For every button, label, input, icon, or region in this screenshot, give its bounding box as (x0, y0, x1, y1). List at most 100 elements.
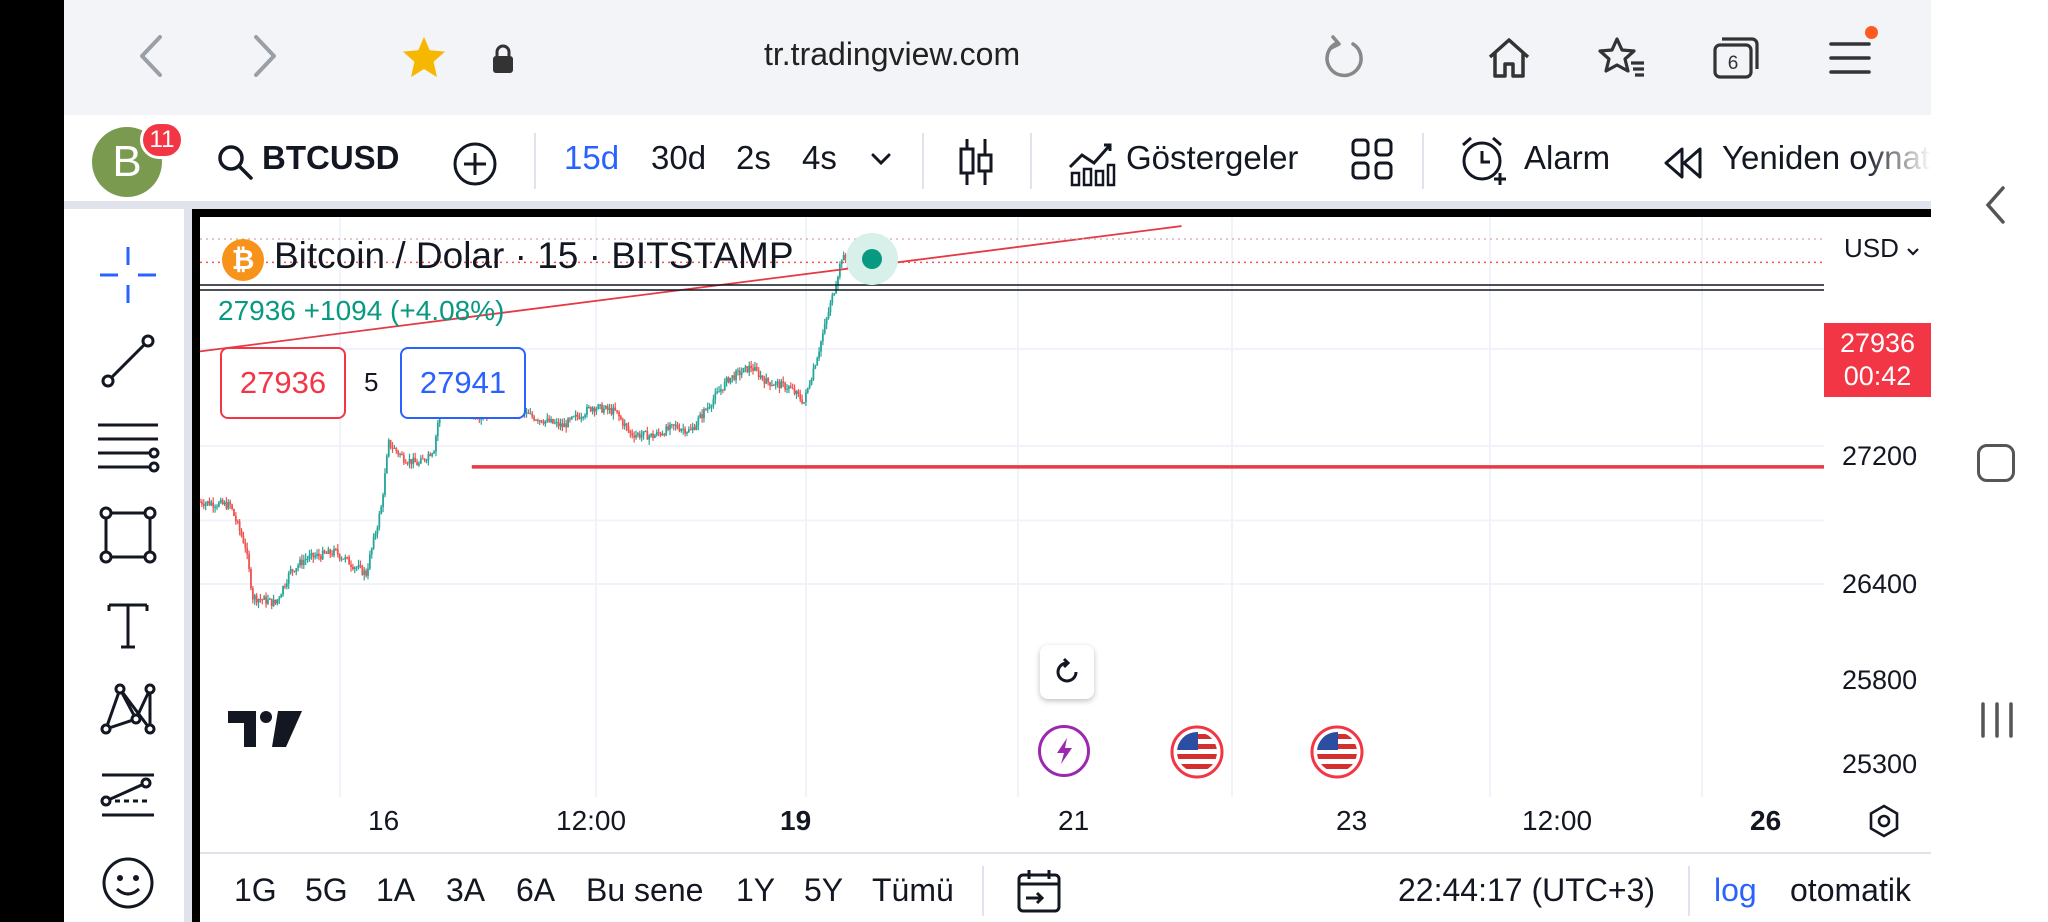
calendar-icon[interactable] (1016, 868, 1062, 919)
replay-icon[interactable] (1662, 145, 1704, 186)
candle-body (765, 377, 768, 384)
chart-title[interactable]: Bitcoin / Dolar · 15 · BITSTAMP (274, 235, 794, 276)
candle-body (276, 599, 279, 604)
reload-icon[interactable] (1318, 32, 1370, 84)
candle-body (291, 569, 294, 571)
candle-body (616, 410, 619, 413)
back-icon[interactable] (1983, 184, 2009, 231)
chart-pane[interactable]: ₿ Bitcoin / Dolar · 15 · BITSTAMP 27936 … (200, 217, 1931, 852)
reset-chart-icon[interactable] (1040, 645, 1094, 699)
candle-body (708, 407, 711, 409)
range-5g[interactable]: 5G (305, 872, 348, 908)
forward-icon[interactable] (240, 28, 290, 84)
fib-icon[interactable] (94, 415, 162, 483)
alarm-button[interactable]: Alarm (1524, 139, 1611, 176)
candle-body (282, 586, 284, 595)
rectangle-icon[interactable] (94, 501, 162, 569)
alarm-clock-icon[interactable] (1458, 135, 1510, 192)
indicators-icon[interactable] (1066, 137, 1116, 192)
interval-4s[interactable]: 4s (802, 139, 837, 176)
bookmarks-icon[interactable] (1594, 30, 1650, 86)
range-ytd[interactable]: Bu sene (586, 872, 704, 908)
candle-body (425, 460, 428, 462)
candle-body (657, 432, 660, 434)
home-button[interactable] (1977, 444, 2015, 482)
candle-body (408, 459, 411, 464)
crosshair-icon[interactable] (94, 241, 162, 309)
candle-body (578, 416, 581, 419)
pattern-icon[interactable] (94, 675, 162, 743)
interval-15d[interactable]: 15d (564, 139, 620, 176)
range-5y[interactable]: 5Y (804, 872, 844, 908)
log-scale-toggle[interactable]: log (1714, 872, 1757, 908)
indicators-button[interactable]: Göstergeler (1126, 139, 1299, 176)
chevron-down-icon[interactable] (870, 151, 892, 172)
range-1y[interactable]: 1Y (736, 872, 776, 908)
star-icon[interactable] (400, 34, 448, 80)
tradingview-logo-icon[interactable] (228, 709, 302, 754)
symbol-search[interactable]: BTCUSD (262, 139, 400, 176)
candle-body (427, 454, 430, 461)
candle-body (423, 458, 426, 461)
candle-body (340, 558, 343, 560)
market-status-indicator[interactable] (846, 233, 898, 285)
candle-body (682, 428, 685, 430)
range-1g[interactable]: 1G (234, 872, 277, 908)
emoji-icon[interactable] (94, 849, 162, 917)
url-bar[interactable]: tr.tradingview.com (764, 36, 1021, 72)
price-chart[interactable] (200, 217, 1931, 852)
add-symbol-icon[interactable] (452, 141, 498, 192)
interval-2s[interactable]: 2s (736, 139, 771, 176)
avatar[interactable]: B (92, 127, 162, 197)
buy-button[interactable]: 27941 (400, 347, 526, 419)
sell-button[interactable]: 27936 (220, 347, 346, 419)
candle-body (267, 599, 269, 604)
candle-body (385, 456, 388, 474)
layout-icon[interactable] (1350, 137, 1394, 186)
home-icon[interactable] (1482, 30, 1536, 86)
us-flag-icon[interactable] (1310, 725, 1364, 779)
trendline-icon[interactable] (94, 327, 162, 395)
candle-body (429, 454, 432, 456)
search-icon[interactable] (216, 143, 254, 186)
tabs-icon[interactable]: 6 (1708, 30, 1764, 86)
candle-body (669, 424, 671, 430)
range-6a[interactable]: 6A (516, 872, 556, 908)
flash-event-icon[interactable] (1038, 725, 1090, 777)
candle-body (435, 436, 437, 452)
settings-icon[interactable] (1866, 803, 1902, 844)
auto-scale-toggle[interactable]: otomatik (1790, 872, 1911, 908)
prediction-icon[interactable] (94, 761, 162, 829)
candle-body (610, 408, 613, 415)
candle-body (572, 416, 575, 418)
menu-icon[interactable] (1824, 26, 1878, 86)
candle-body (737, 370, 739, 372)
candle-body (391, 447, 394, 449)
range-3a[interactable]: 3A (446, 872, 486, 908)
candle-body (686, 432, 688, 434)
candle-body (548, 418, 551, 422)
candle-body (659, 433, 662, 436)
currency-selector[interactable]: USD (1844, 233, 1920, 264)
candle-body (278, 597, 281, 600)
us-flag-icon[interactable] (1170, 725, 1224, 779)
range-1a[interactable]: 1A (376, 872, 416, 908)
candle-body (244, 543, 247, 548)
clock[interactable]: 22:44:17 (UTC+3) (1398, 872, 1656, 908)
candle-body (219, 500, 222, 503)
candle-body (570, 416, 573, 419)
candle-body (638, 433, 641, 438)
candles-icon[interactable] (956, 135, 996, 194)
candle-body (302, 560, 305, 566)
candle-body (587, 406, 590, 408)
candle-body (631, 433, 634, 436)
back-icon[interactable] (126, 28, 176, 84)
recent-apps-icon[interactable] (1979, 700, 2015, 745)
range-all[interactable]: Tümü (872, 872, 954, 908)
interval-30d[interactable]: 30d (651, 139, 707, 176)
candle-body (346, 557, 349, 559)
candle-body (297, 565, 300, 569)
candle-body (285, 583, 288, 587)
candle-body (433, 451, 435, 454)
text-icon[interactable] (94, 591, 162, 659)
